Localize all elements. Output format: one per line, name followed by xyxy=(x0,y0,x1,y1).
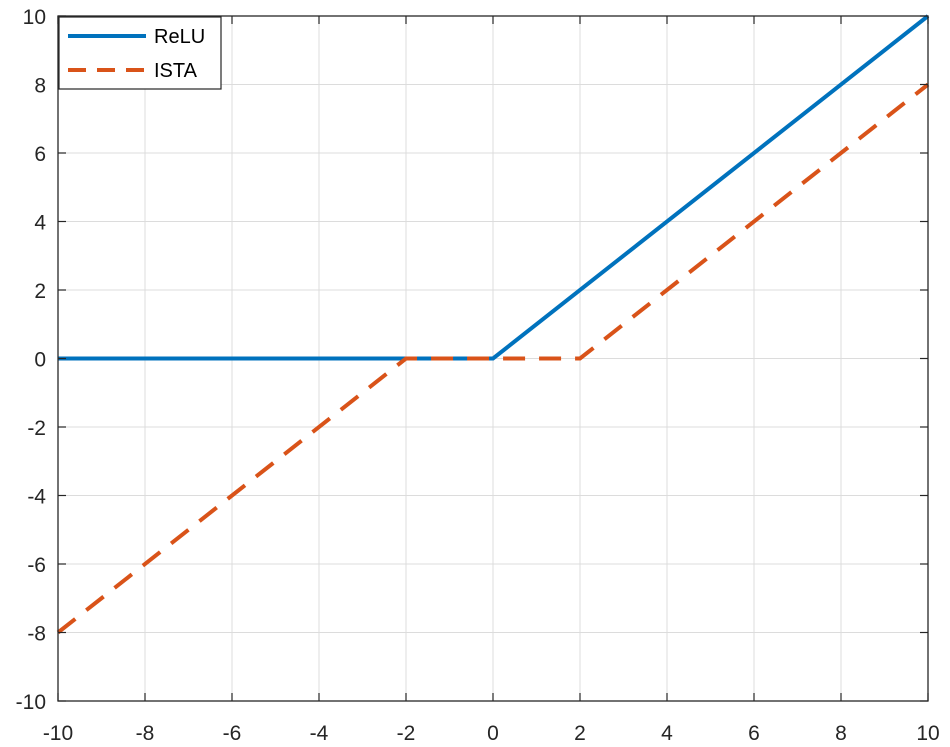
series-line-ista xyxy=(56,82,930,635)
y-tick-label: -8 xyxy=(27,623,46,646)
y-tick-label: -4 xyxy=(27,486,46,509)
legend: ReLU ISTA xyxy=(58,16,222,90)
y-tick-label: -2 xyxy=(27,417,46,440)
x-tick-label: 2 xyxy=(574,722,586,745)
y-tick-label: 6 xyxy=(34,143,46,166)
x-tick-label: 6 xyxy=(748,722,760,745)
y-tick-label: -10 xyxy=(16,691,46,714)
x-tick-label: -10 xyxy=(43,722,73,745)
x-tick-label: 4 xyxy=(661,722,673,745)
y-tick-label: 8 xyxy=(34,75,46,98)
x-tick-label: -6 xyxy=(223,722,242,745)
legend-label-relu: ReLU xyxy=(154,26,205,48)
x-tick-label: 10 xyxy=(916,722,939,745)
y-axis-tick-labels: -10 -8 -6 -4 -2 0 2 4 6 8 10 xyxy=(16,6,47,714)
y-tick-label: 10 xyxy=(23,6,46,29)
y-tick-label: 2 xyxy=(34,280,46,303)
series-line-relu xyxy=(58,14,930,361)
x-tick-label: 8 xyxy=(835,722,847,745)
legend-box xyxy=(58,16,222,90)
legend-label-ista: ISTA xyxy=(154,60,198,82)
y-tick-label: 4 xyxy=(34,212,46,235)
x-tick-label: -8 xyxy=(136,722,155,745)
x-tick-label: -2 xyxy=(397,722,416,745)
x-axis-tick-labels: -10 -8 -6 -4 -2 0 2 4 6 8 10 xyxy=(43,722,940,745)
x-tick-label: -4 xyxy=(310,722,329,745)
y-tick-label: -6 xyxy=(27,554,46,577)
y-tick-label: 0 xyxy=(34,349,46,372)
x-tick-label: 0 xyxy=(487,722,499,745)
series-layer xyxy=(56,14,930,635)
